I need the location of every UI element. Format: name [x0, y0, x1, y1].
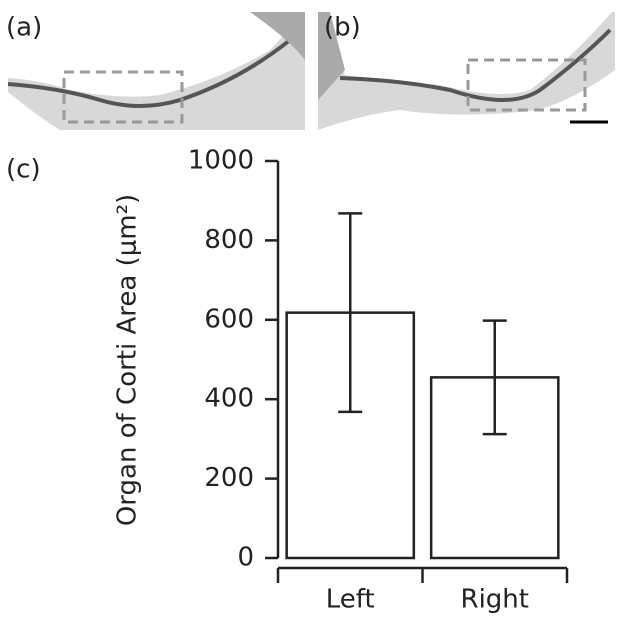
micrograph-a — [7, 12, 305, 130]
y-tick-label: 200 — [204, 463, 254, 493]
y-tick-label: 600 — [204, 304, 254, 334]
micrograph-b — [318, 12, 615, 130]
x-tick-label: Left — [326, 585, 375, 615]
y-tick-label: 400 — [204, 384, 254, 414]
y-tick-label: 800 — [204, 225, 254, 255]
panel-label: (b) — [324, 13, 361, 43]
y-axis-label: Organ of Corti Area (μm²) — [113, 194, 143, 526]
x-tick-label: Right — [461, 585, 529, 615]
panel-label: (a) — [6, 13, 42, 43]
panel-label: (c) — [6, 155, 41, 185]
y-tick-label: 1000 — [188, 146, 254, 176]
y-tick-label: 0 — [237, 543, 254, 573]
